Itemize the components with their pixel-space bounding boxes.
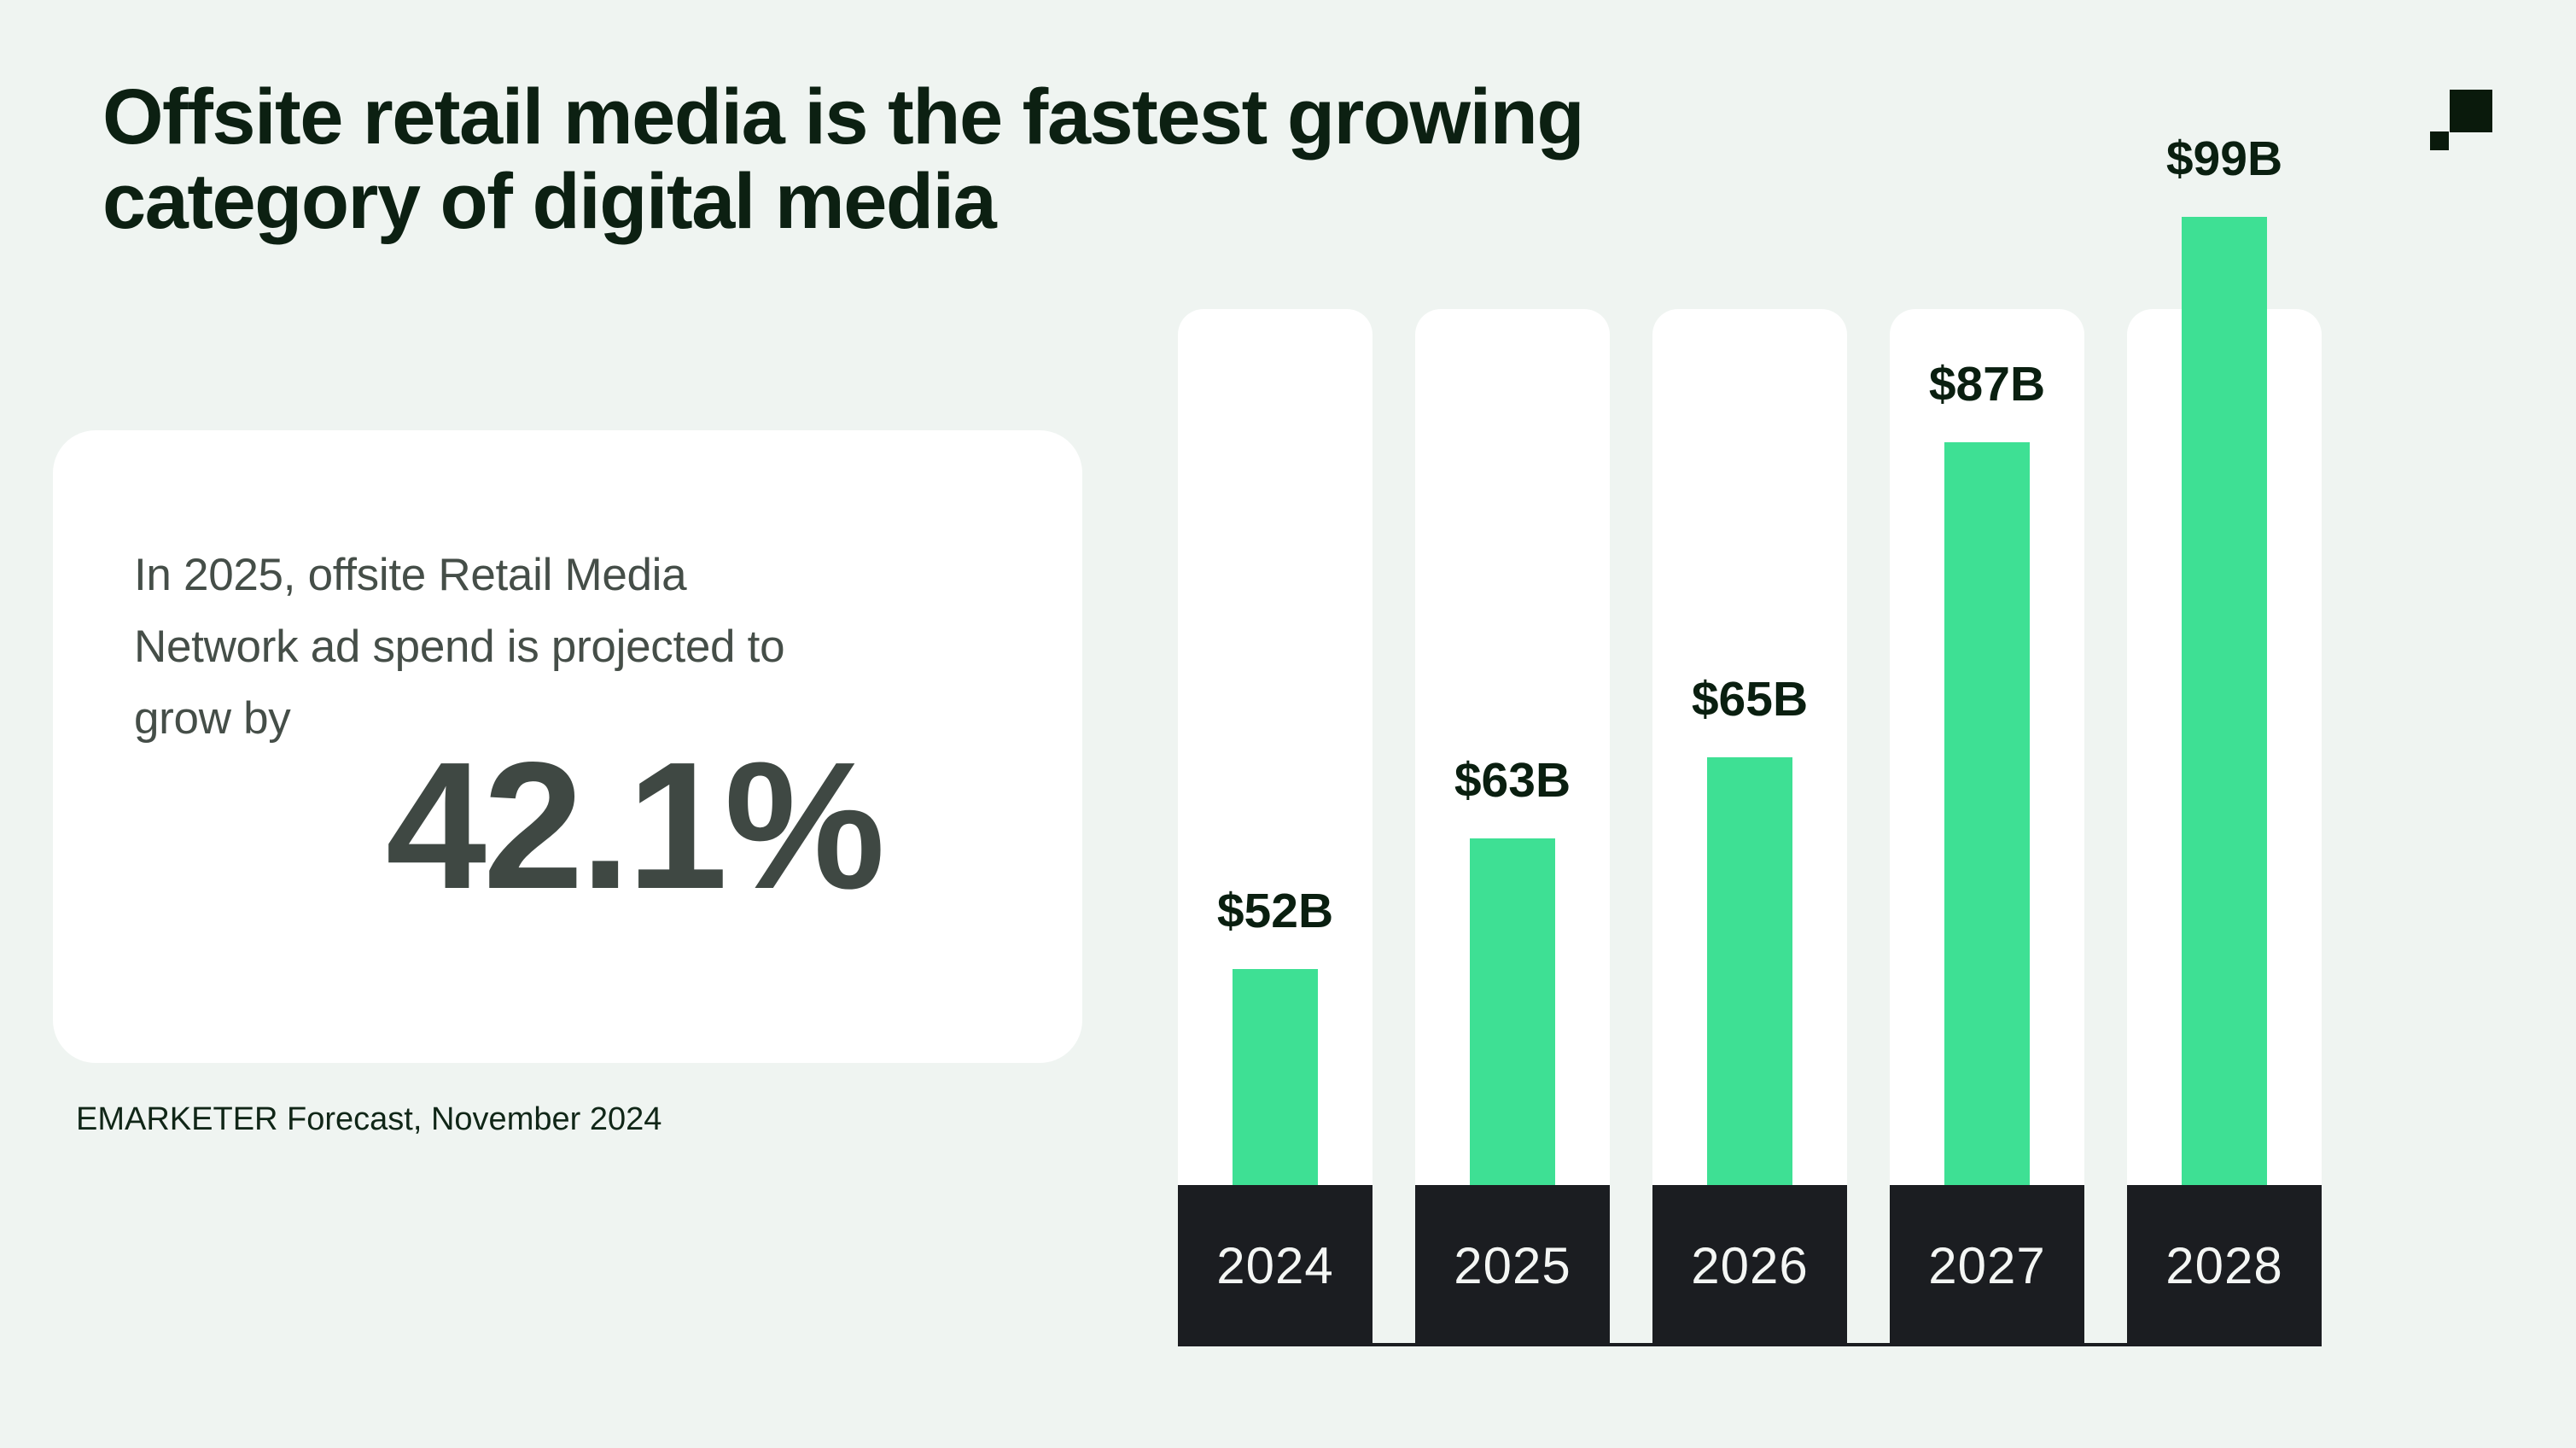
brand-logo-icon: [2430, 90, 2492, 151]
bar-value-label-2024: $52B: [1216, 884, 1334, 938]
chart-bar-2027: [1944, 442, 2030, 1185]
stat-card-text-line-1: In 2025, offsite Retail Media: [134, 550, 687, 600]
chart-bar-2024: [1233, 969, 1318, 1185]
year-axis-box-2025: 2025: [1415, 1185, 1610, 1346]
year-label-2025: 2025: [1454, 1237, 1571, 1294]
chart-bar-2028: [2182, 217, 2267, 1185]
year-axis-box-2026: 2026: [1652, 1185, 1847, 1346]
bar-value-label-2028: $99B: [2165, 131, 2283, 186]
year-label-2024: 2024: [1216, 1237, 1334, 1294]
chart-baseline: [1178, 1343, 2322, 1346]
chart-bar-2026: [1707, 757, 1792, 1185]
chart-bar-2025: [1470, 838, 1555, 1185]
year-label-2026: 2026: [1691, 1237, 1809, 1294]
page-title-line-1: Offsite retail media is the fastest grow…: [102, 73, 1585, 161]
stat-card-text-line-3: grow by: [134, 693, 291, 744]
year-axis-box-2024: 2024: [1178, 1185, 1373, 1346]
logo-square-small: [2430, 131, 2449, 150]
stat-card: In 2025, offsite Retail Media Network ad…: [53, 430, 1082, 1063]
stat-card-text: In 2025, offsite Retail Media Network ad…: [134, 540, 785, 755]
page-title: Offsite retail media is the fastest grow…: [102, 73, 1585, 245]
bar-value-label-2027: $87B: [1928, 357, 2046, 412]
year-label-2027: 2027: [1928, 1237, 2046, 1294]
growth-percentage-value: 42.1%: [386, 724, 885, 926]
stat-card-text-line-2: Network ad spend is projected to: [134, 622, 785, 672]
source-note: EMARKETER Forecast, November 2024: [76, 1101, 662, 1137]
bar-value-label-2026: $65B: [1691, 672, 1809, 727]
bar-value-label-2025: $63B: [1454, 753, 1571, 808]
logo-square-large: [2450, 90, 2492, 132]
page-title-line-2: category of digital media: [102, 158, 997, 245]
year-label-2028: 2028: [2165, 1237, 2283, 1294]
year-axis-box-2027: 2027: [1890, 1185, 2084, 1346]
year-axis-box-2028: 2028: [2127, 1185, 2322, 1346]
